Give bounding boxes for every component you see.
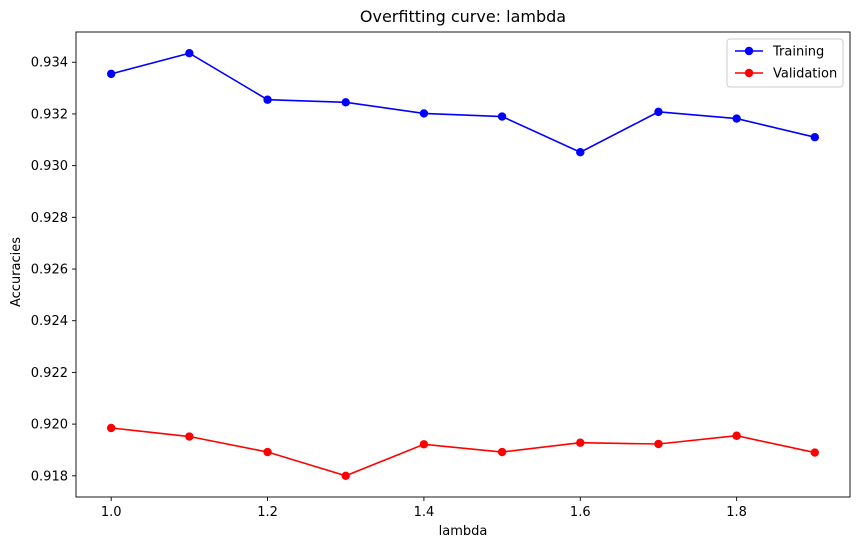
legend-label-training: Training [772,45,824,60]
y-tick-label: 0.928 [31,211,68,226]
data-point-validation [810,448,820,457]
y-axis-label: Accuracies [9,237,24,307]
data-point-training [497,112,507,121]
x-axis-label: lambda [439,524,488,539]
data-point-validation [185,432,194,441]
data-point-validation [341,471,350,480]
data-point-training [263,95,272,104]
data-point-training [654,107,663,117]
y-tick-label: 0.920 [31,418,68,433]
y-tick-label: 0.934 [31,56,68,71]
data-point-validation [576,438,585,447]
data-point-training [185,49,194,58]
data-point-training [810,133,820,142]
x-tick-label: 1.4 [414,505,435,520]
legend-marker-validation [744,68,754,78]
data-point-validation [106,423,116,433]
legend-marker-training [744,46,754,56]
data-point-training [341,98,350,107]
data-point-validation [732,431,741,440]
y-tick-label: 0.918 [31,469,68,484]
data-point-training [576,147,585,157]
chart-title: Overfitting curve: lambda [360,7,566,26]
data-point-training [419,109,429,118]
data-point-training [732,114,741,123]
y-tick-label: 0.932 [31,107,68,122]
data-point-validation [263,447,272,457]
plot-area [75,31,851,498]
legend: Training Validation [726,38,844,88]
x-tick-label: 1.0 [101,505,122,520]
x-tick-label: 1.6 [570,505,591,520]
data-point-validation [419,440,429,449]
y-tick-label: 0.924 [31,314,68,329]
plot-frame [75,31,851,498]
y-tick-label: 0.926 [31,263,68,278]
x-axis: 1.0 1.2 1.4 1.6 1.8 [101,497,747,520]
data-point-validation [497,447,507,457]
y-axis: 0.918 0.920 0.922 0.924 0.926 0.928 0.930 0.932… [31,56,76,484]
series-line-training [110,52,816,154]
data-point-training [106,69,116,79]
y-tick-label: 0.930 [31,159,68,174]
series-line-validation [111,427,815,477]
y-tick-label: 0.922 [31,366,68,381]
x-tick-label: 1.2 [257,505,278,520]
data-point-validation [654,439,663,449]
legend-label-validation: Validation [773,67,837,82]
x-tick-label: 1.8 [726,505,747,520]
